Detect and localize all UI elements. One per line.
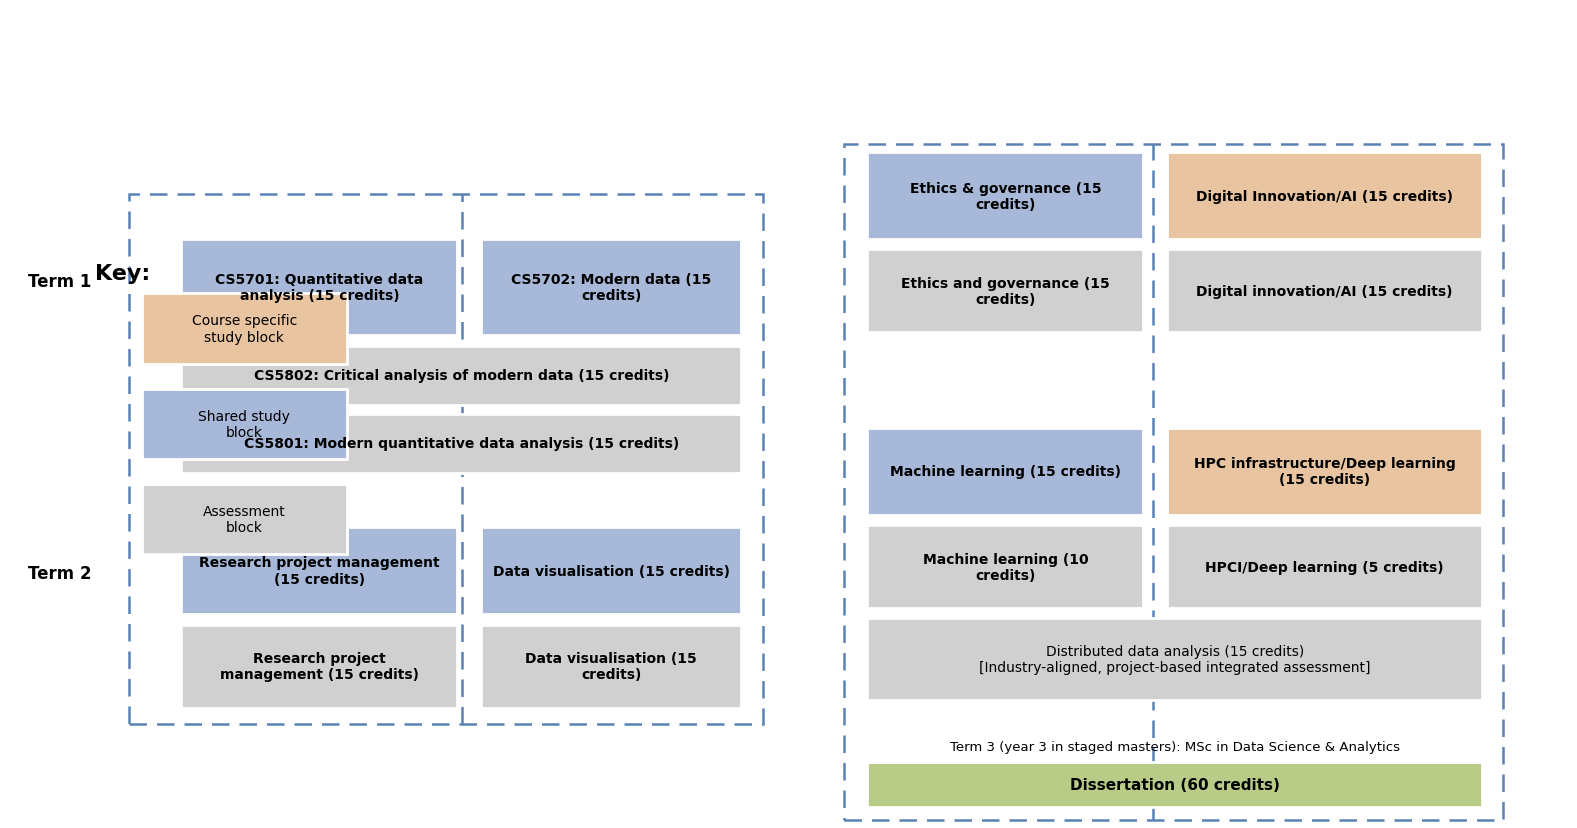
Text: Research project management
(15 credits): Research project management (15 credits) bbox=[199, 556, 440, 586]
Bar bbox=[129, 195, 763, 724]
Text: Assessment
block: Assessment block bbox=[203, 504, 285, 535]
FancyBboxPatch shape bbox=[867, 526, 1143, 609]
FancyBboxPatch shape bbox=[142, 389, 347, 460]
FancyBboxPatch shape bbox=[867, 619, 1482, 700]
Text: Term 2: Term 2 bbox=[28, 564, 91, 582]
FancyBboxPatch shape bbox=[867, 762, 1482, 807]
Text: Dissertation (60 credits): Dissertation (60 credits) bbox=[1069, 777, 1281, 792]
Text: Data visualisation (15 credits): Data visualisation (15 credits) bbox=[492, 564, 730, 578]
Text: CS5702: Modern data (15
credits): CS5702: Modern data (15 credits) bbox=[511, 272, 711, 303]
FancyBboxPatch shape bbox=[181, 414, 741, 474]
Text: Machine learning (10
credits): Machine learning (10 credits) bbox=[923, 552, 1088, 582]
FancyBboxPatch shape bbox=[181, 527, 457, 614]
Text: Distributed data analysis (15 credits)
[Industry-aligned, project-based integrat: Distributed data analysis (15 credits) [… bbox=[979, 644, 1370, 674]
FancyBboxPatch shape bbox=[867, 250, 1143, 333]
Text: Digital innovation/AI (15 credits): Digital innovation/AI (15 credits) bbox=[1197, 285, 1452, 298]
FancyBboxPatch shape bbox=[1167, 428, 1482, 515]
FancyBboxPatch shape bbox=[142, 294, 347, 364]
Text: Term 3 (year 3 in staged masters): MSc in Data Science & Analytics: Term 3 (year 3 in staged masters): MSc i… bbox=[949, 740, 1400, 753]
Text: Course specific
study block: Course specific study block bbox=[192, 314, 296, 344]
FancyBboxPatch shape bbox=[1167, 526, 1482, 609]
FancyBboxPatch shape bbox=[481, 527, 741, 614]
Text: CS5802: Critical analysis of modern data (15 credits): CS5802: Critical analysis of modern data… bbox=[254, 369, 669, 383]
FancyBboxPatch shape bbox=[481, 240, 741, 335]
FancyBboxPatch shape bbox=[142, 484, 347, 555]
Text: HPCI/Deep learning (5 credits): HPCI/Deep learning (5 credits) bbox=[1205, 561, 1445, 574]
Text: Ethics & governance (15
credits): Ethics & governance (15 credits) bbox=[910, 181, 1101, 212]
Text: Digital Innovation/AI (15 credits): Digital Innovation/AI (15 credits) bbox=[1197, 190, 1452, 204]
FancyBboxPatch shape bbox=[181, 625, 457, 708]
FancyBboxPatch shape bbox=[1167, 153, 1482, 240]
FancyBboxPatch shape bbox=[867, 428, 1143, 515]
Text: CS5701: Quantitative data
analysis (15 credits): CS5701: Quantitative data analysis (15 c… bbox=[214, 272, 424, 303]
Text: HPC infrastructure/Deep learning
(15 credits): HPC infrastructure/Deep learning (15 cre… bbox=[1194, 456, 1456, 487]
Text: CS5801: Modern quantitative data analysis (15 credits): CS5801: Modern quantitative data analysi… bbox=[244, 437, 678, 450]
Text: Shared study
block: Shared study block bbox=[199, 409, 290, 440]
Text: Data visualisation (15
credits): Data visualisation (15 credits) bbox=[525, 652, 697, 681]
FancyBboxPatch shape bbox=[481, 625, 741, 708]
Text: Term 1: Term 1 bbox=[28, 272, 91, 291]
FancyBboxPatch shape bbox=[181, 240, 457, 335]
Text: Key:: Key: bbox=[95, 263, 150, 283]
FancyBboxPatch shape bbox=[181, 346, 741, 406]
FancyBboxPatch shape bbox=[1167, 250, 1482, 333]
Text: Ethics and governance (15
credits): Ethics and governance (15 credits) bbox=[900, 277, 1110, 306]
Text: Machine learning (15 credits): Machine learning (15 credits) bbox=[889, 465, 1121, 479]
FancyBboxPatch shape bbox=[867, 153, 1143, 240]
Bar bbox=[844, 145, 1503, 820]
Text: Research project
management (15 credits): Research project management (15 credits) bbox=[219, 652, 419, 681]
